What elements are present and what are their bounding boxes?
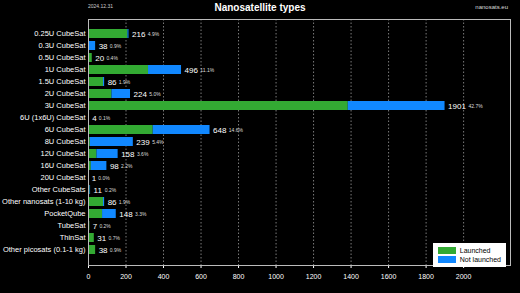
svg-text:8U CubeSat: 8U CubeSat xyxy=(45,137,87,146)
svg-text:1200: 1200 xyxy=(306,273,322,280)
html-text:2024.12.31: 2024.12.31 xyxy=(88,3,113,9)
svg-text:1U CubeSat: 1U CubeSat xyxy=(45,65,87,74)
svg-text:1.9%: 1.9% xyxy=(119,79,131,85)
svg-text:496: 496 xyxy=(185,66,199,75)
svg-text:38: 38 xyxy=(99,246,108,255)
svg-text:6U CubeSat: 6U CubeSat xyxy=(45,125,87,134)
svg-text:1600: 1600 xyxy=(381,273,397,280)
svg-text:0.3U CubeSat: 0.3U CubeSat xyxy=(38,41,86,50)
svg-text:12U CubeSat: 12U CubeSat xyxy=(40,149,86,158)
svg-text:0.0%: 0.0% xyxy=(98,175,110,181)
svg-text:3.3%: 3.3% xyxy=(135,211,147,217)
svg-text:648: 648 xyxy=(213,126,227,135)
svg-text:0: 0 xyxy=(87,273,91,280)
svg-text:1: 1 xyxy=(92,174,97,183)
html-text:Launched: Launched xyxy=(459,247,491,254)
svg-text:1901: 1901 xyxy=(448,102,466,111)
html-text:Not launched: Not launched xyxy=(459,256,501,263)
svg-text:216: 216 xyxy=(132,30,146,39)
svg-text:224: 224 xyxy=(134,90,148,99)
svg-text:14.6%: 14.6% xyxy=(229,127,244,133)
svg-text:0.4%: 0.4% xyxy=(106,55,118,61)
svg-text:7: 7 xyxy=(93,222,98,231)
svg-text:1.9%: 1.9% xyxy=(119,199,131,205)
svg-text:20U CubeSat: 20U CubeSat xyxy=(40,173,86,182)
svg-text:0.2%: 0.2% xyxy=(99,223,111,229)
svg-text:86: 86 xyxy=(108,198,117,207)
svg-text:0.5U CubeSat: 0.5U CubeSat xyxy=(38,53,86,62)
svg-text:Other picosats (0.1-1 kg): Other picosats (0.1-1 kg) xyxy=(3,245,86,254)
svg-text:31: 31 xyxy=(97,234,106,243)
html-text:nanosats.eu: nanosats.eu xyxy=(475,4,508,10)
svg-text:Other CubeSats: Other CubeSats xyxy=(32,185,86,194)
svg-text:86: 86 xyxy=(108,78,117,87)
svg-text:800: 800 xyxy=(233,273,245,280)
svg-text:2000: 2000 xyxy=(456,273,472,280)
svg-text:4: 4 xyxy=(92,114,97,123)
svg-text:5.4%: 5.4% xyxy=(152,139,164,145)
svg-text:0.9%: 0.9% xyxy=(110,43,122,49)
svg-text:11: 11 xyxy=(94,186,103,195)
svg-text:0.1%: 0.1% xyxy=(99,115,111,121)
svg-text:20: 20 xyxy=(95,54,104,63)
svg-text:Other nanosats (1-10 kg): Other nanosats (1-10 kg) xyxy=(2,197,86,206)
svg-text:1800: 1800 xyxy=(418,273,434,280)
svg-text:158: 158 xyxy=(121,150,135,159)
svg-text:ThinSat: ThinSat xyxy=(60,233,87,242)
svg-text:42.7%: 42.7% xyxy=(468,103,483,109)
svg-text:0.9%: 0.9% xyxy=(110,247,122,253)
svg-text:PocketQube: PocketQube xyxy=(44,209,85,218)
svg-text:3.6%: 3.6% xyxy=(137,151,149,157)
svg-text:600: 600 xyxy=(195,273,207,280)
svg-text:5.0%: 5.0% xyxy=(149,91,161,97)
svg-text:1400: 1400 xyxy=(343,273,359,280)
svg-text:2.2%: 2.2% xyxy=(121,163,133,169)
svg-text:2U CubeSat: 2U CubeSat xyxy=(45,89,87,98)
svg-text:1.5U CubeSat: 1.5U CubeSat xyxy=(38,77,86,86)
svg-text:0.7%: 0.7% xyxy=(109,235,121,241)
svg-text:0.2%: 0.2% xyxy=(105,187,117,193)
svg-text:148: 148 xyxy=(119,210,133,219)
svg-text:98: 98 xyxy=(110,162,119,171)
svg-text:TubeSat: TubeSat xyxy=(57,221,86,230)
svg-text:239: 239 xyxy=(136,138,150,147)
svg-text:11.1%: 11.1% xyxy=(200,67,214,73)
svg-text:16U CubeSat: 16U CubeSat xyxy=(40,161,86,170)
svg-text:0.25U CubeSat: 0.25U CubeSat xyxy=(34,29,86,38)
svg-text:3U CubeSat: 3U CubeSat xyxy=(45,101,87,110)
svg-text:1000: 1000 xyxy=(268,273,284,280)
html-text:Nanosatellite types: Nanosatellite types xyxy=(214,2,306,13)
svg-text:400: 400 xyxy=(158,273,170,280)
svg-text:4.9%: 4.9% xyxy=(148,31,160,37)
svg-text:38: 38 xyxy=(99,42,108,51)
svg-text:6U (1x6U) CubeSat: 6U (1x6U) CubeSat xyxy=(20,113,86,122)
svg-text:200: 200 xyxy=(120,273,132,280)
